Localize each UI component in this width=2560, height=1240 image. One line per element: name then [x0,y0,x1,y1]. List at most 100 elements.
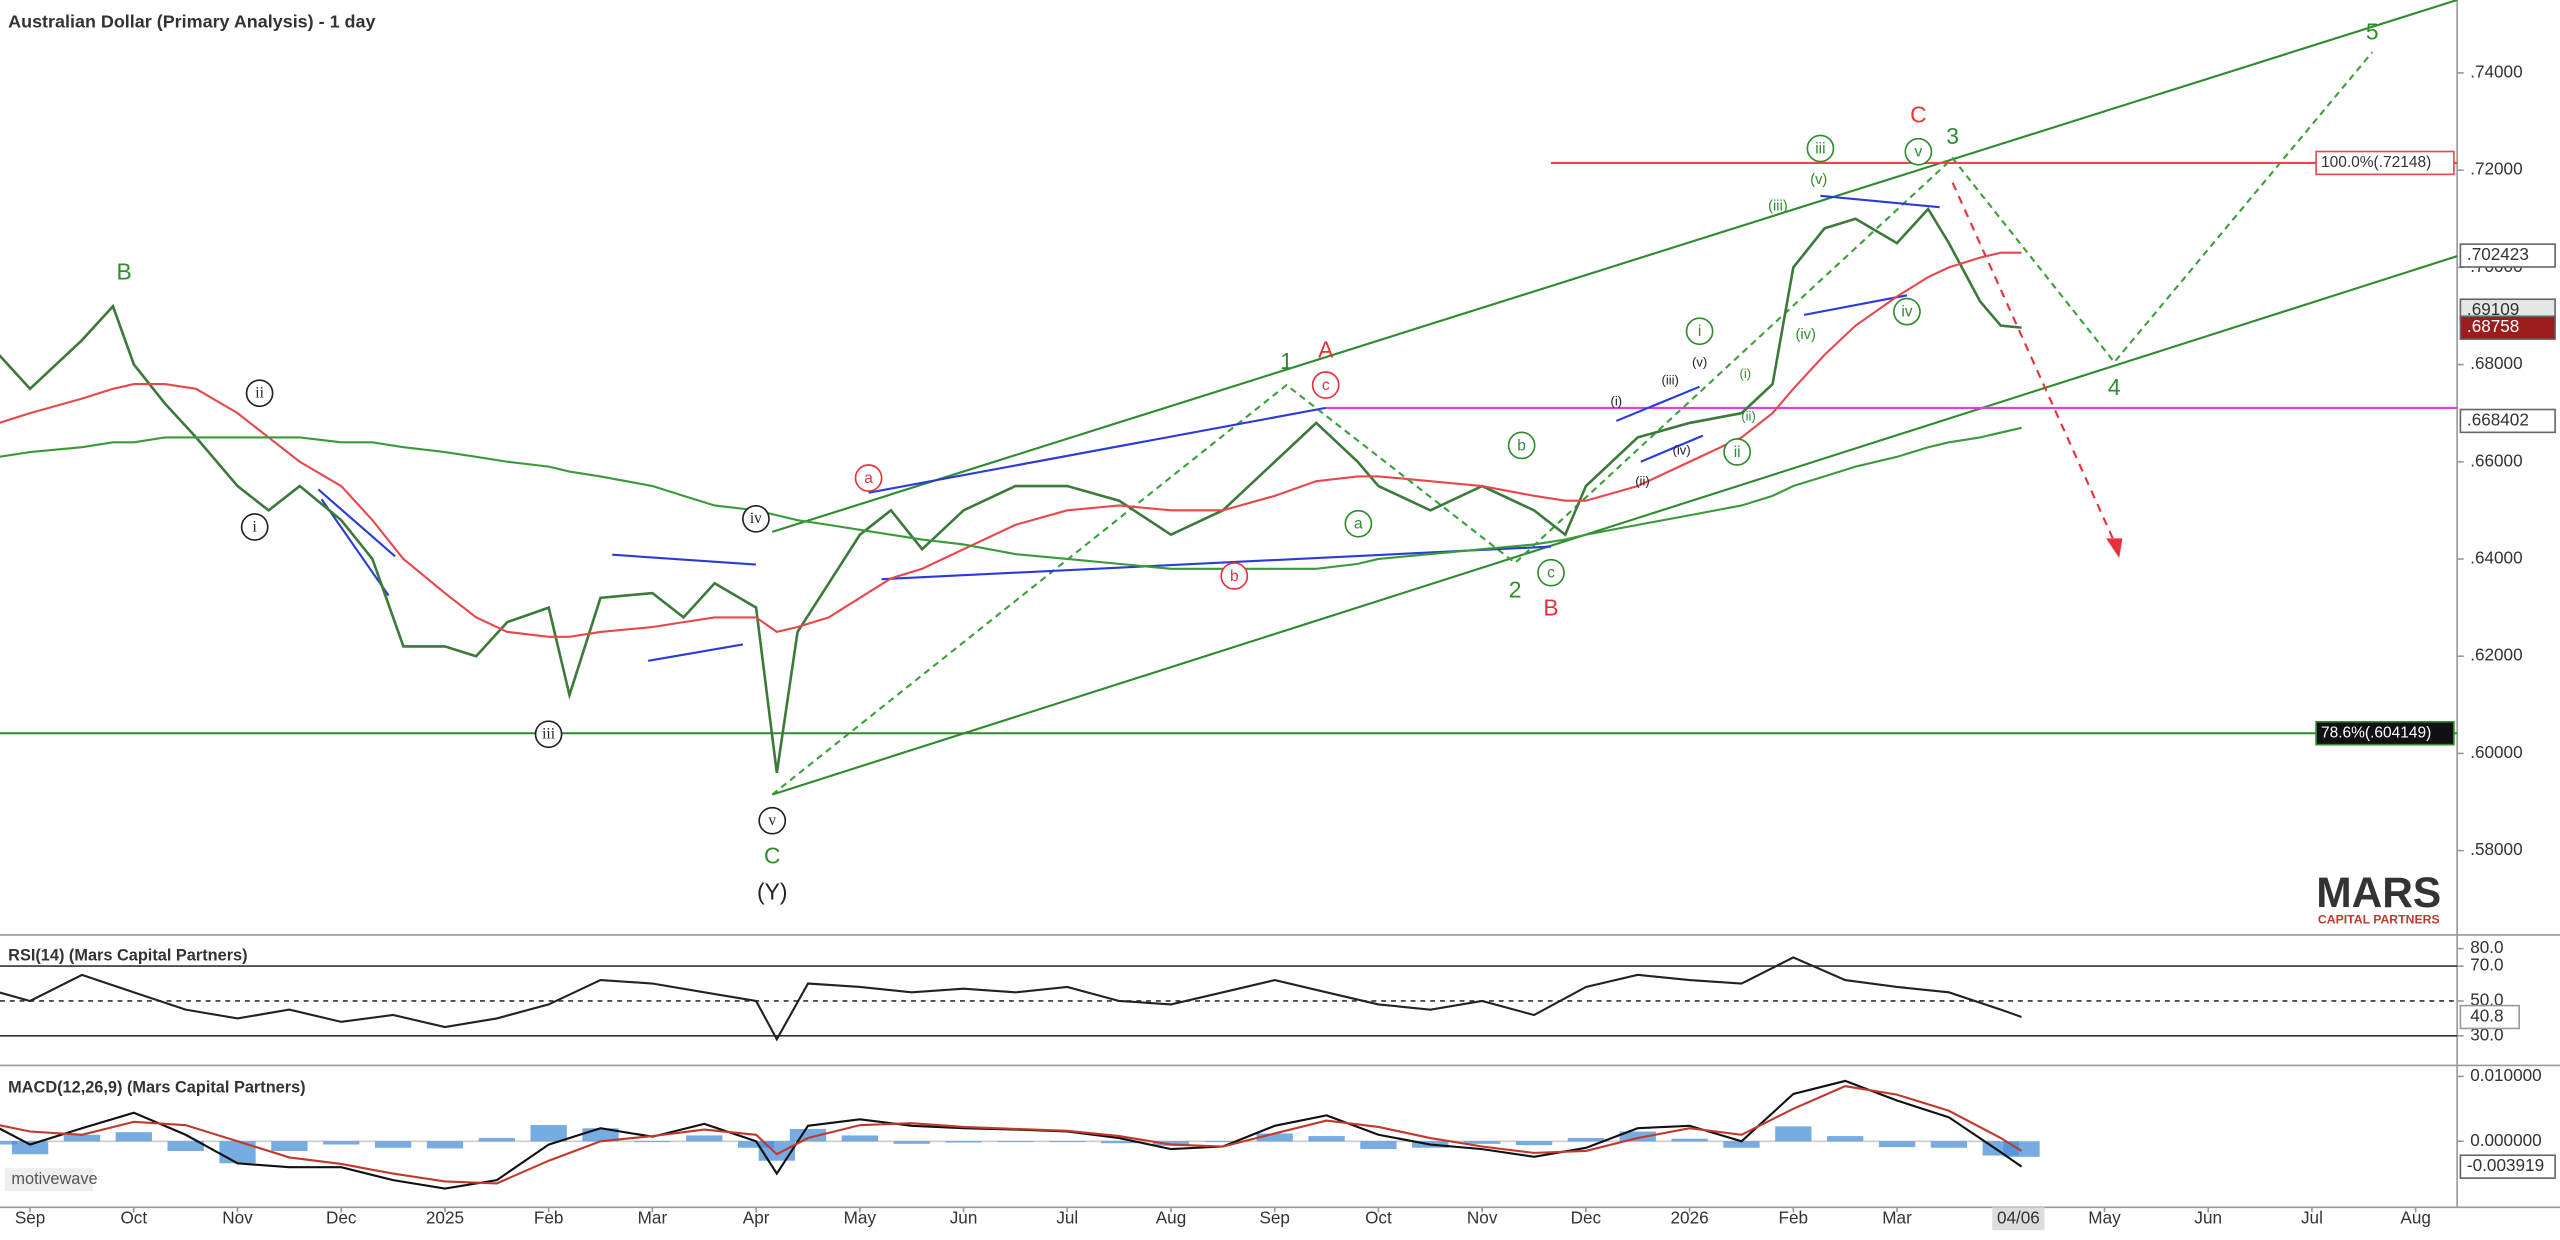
wave-label: i [253,518,258,535]
wedge-line [612,553,756,566]
y-tick-label: .66000 [2470,450,2522,470]
wedge-line [881,545,1552,581]
x-tick-label: Mar [638,1207,668,1227]
histogram-bar [1930,1141,1968,1148]
value-tag-box [2459,1004,2520,1030]
panel-title: RSI(14) (Mars Capital Partners) [8,946,247,964]
level-label: 78.6%(.604149) [2321,724,2431,741]
wave-label: c [1547,565,1555,582]
wedge-line [1803,294,1908,316]
x-tick-label: Aug [1156,1207,1186,1227]
x-tick-label: Oct [120,1207,147,1227]
wave-label: iv [750,510,762,527]
histogram-bar [1464,1141,1501,1144]
wave-label: (i) [1740,366,1752,381]
y-tick-label: 50.0 [2470,990,2503,1010]
channel-line [771,255,2458,796]
price-tag: .702423 [2467,244,2529,264]
wave-label: a [1354,516,1363,533]
histogram-bar [1619,1131,1656,1142]
price-tag: .69109 [2467,299,2519,319]
x-tick-label: 04/06 [1997,1207,2040,1227]
histogram-bar [323,1141,360,1145]
wave-label: (iv) [1796,327,1816,343]
x-tick-label: Mar [1882,1207,1912,1227]
y-tick-label: 30.0 [2470,1024,2503,1044]
wave-label: (iii) [1662,372,1679,387]
histogram-bar [686,1135,723,1142]
y-tick-label: .74000 [2470,61,2522,81]
watermark: motivewave [11,1170,97,1188]
wave-label: v [1914,144,1922,161]
wave-circle [1344,509,1373,538]
x-tick-label: Dec [1571,1207,1602,1227]
price-tag-box [2459,315,2556,340]
value-tag: 40.8 [2470,1006,2503,1026]
x-tick-label: Dec [326,1207,357,1227]
histogram-bar [997,1141,1034,1143]
wedge-line [868,406,1326,494]
x-tick-label: Feb [1779,1207,1809,1227]
histogram-bar [841,1135,878,1142]
histogram-bar [758,1141,796,1161]
wave-circle [1537,558,1565,587]
histogram-bar [1515,1141,1553,1146]
wave-label: (iii) [1768,198,1788,214]
wave-circle [1311,371,1340,399]
wave-circle [1685,317,1714,346]
histogram-bar [0,1141,18,1145]
wave-label: b [1230,568,1239,585]
wedge-line [1640,434,1704,463]
histogram-bar [426,1141,464,1149]
wedge-line [317,488,396,558]
x-tick-label: May [844,1207,877,1227]
chart-title: Australian Dollar (Primary Analysis) - 1… [8,12,375,32]
histogram-bar [1308,1136,1345,1142]
x-tick-label: 2025 [426,1207,464,1227]
wave-label: C [1910,102,1927,128]
histogram-bar [1723,1141,1760,1148]
price-tag: .668402 [2467,409,2529,429]
wave-label: (v) [1692,354,1707,369]
histogram-bar [478,1138,515,1142]
wave-label: C [764,842,781,868]
wave-label: iv [1901,304,1912,321]
histogram-bar [530,1125,567,1142]
series-line [0,251,2022,638]
wave-label: (Y) [757,878,787,904]
channel-line [771,0,2458,533]
histogram-bar [271,1141,308,1151]
y-tick-label: .58000 [2470,839,2522,859]
x-tick-label: Nov [1467,1207,1498,1227]
series-line [0,426,2022,570]
histogram-bar [1204,1141,1242,1143]
wave-label: A [1318,337,1334,363]
wave-label: b [1517,437,1526,454]
wave-circle [1723,438,1752,466]
y-tick-label: 0.000000 [2470,1130,2541,1150]
series-line [0,206,2022,774]
histogram-bar [63,1134,101,1142]
y-tick-label: .62000 [2470,645,2522,665]
x-tick-label: Jul [1056,1207,1078,1227]
x-tick-label: 2026 [1671,1207,1709,1227]
logo-tagline: CAPITAL PARTNERS [2318,912,2440,926]
level-box [2315,150,2455,176]
wave-label: v [768,812,776,829]
x-tick-label: Nov [222,1207,253,1227]
histogram-bar [1567,1138,1605,1142]
wave-label: B [116,258,131,284]
wave-label: (ii) [1635,474,1650,489]
histogram-bar [1256,1133,1293,1142]
y-tick-label: 70.0 [2470,955,2503,975]
price-tag: -0.003919 [2467,1155,2544,1175]
price-tag: .68758 [2467,316,2519,336]
histogram-bar [737,1141,775,1148]
arrow-head [2106,538,2123,558]
wave-label: 1 [1280,348,1293,374]
wave-label: (i) [1611,394,1623,409]
histogram-bar [11,1141,49,1155]
wave-label: 2 [1509,576,1522,602]
x-tick-label: May [2088,1207,2121,1227]
